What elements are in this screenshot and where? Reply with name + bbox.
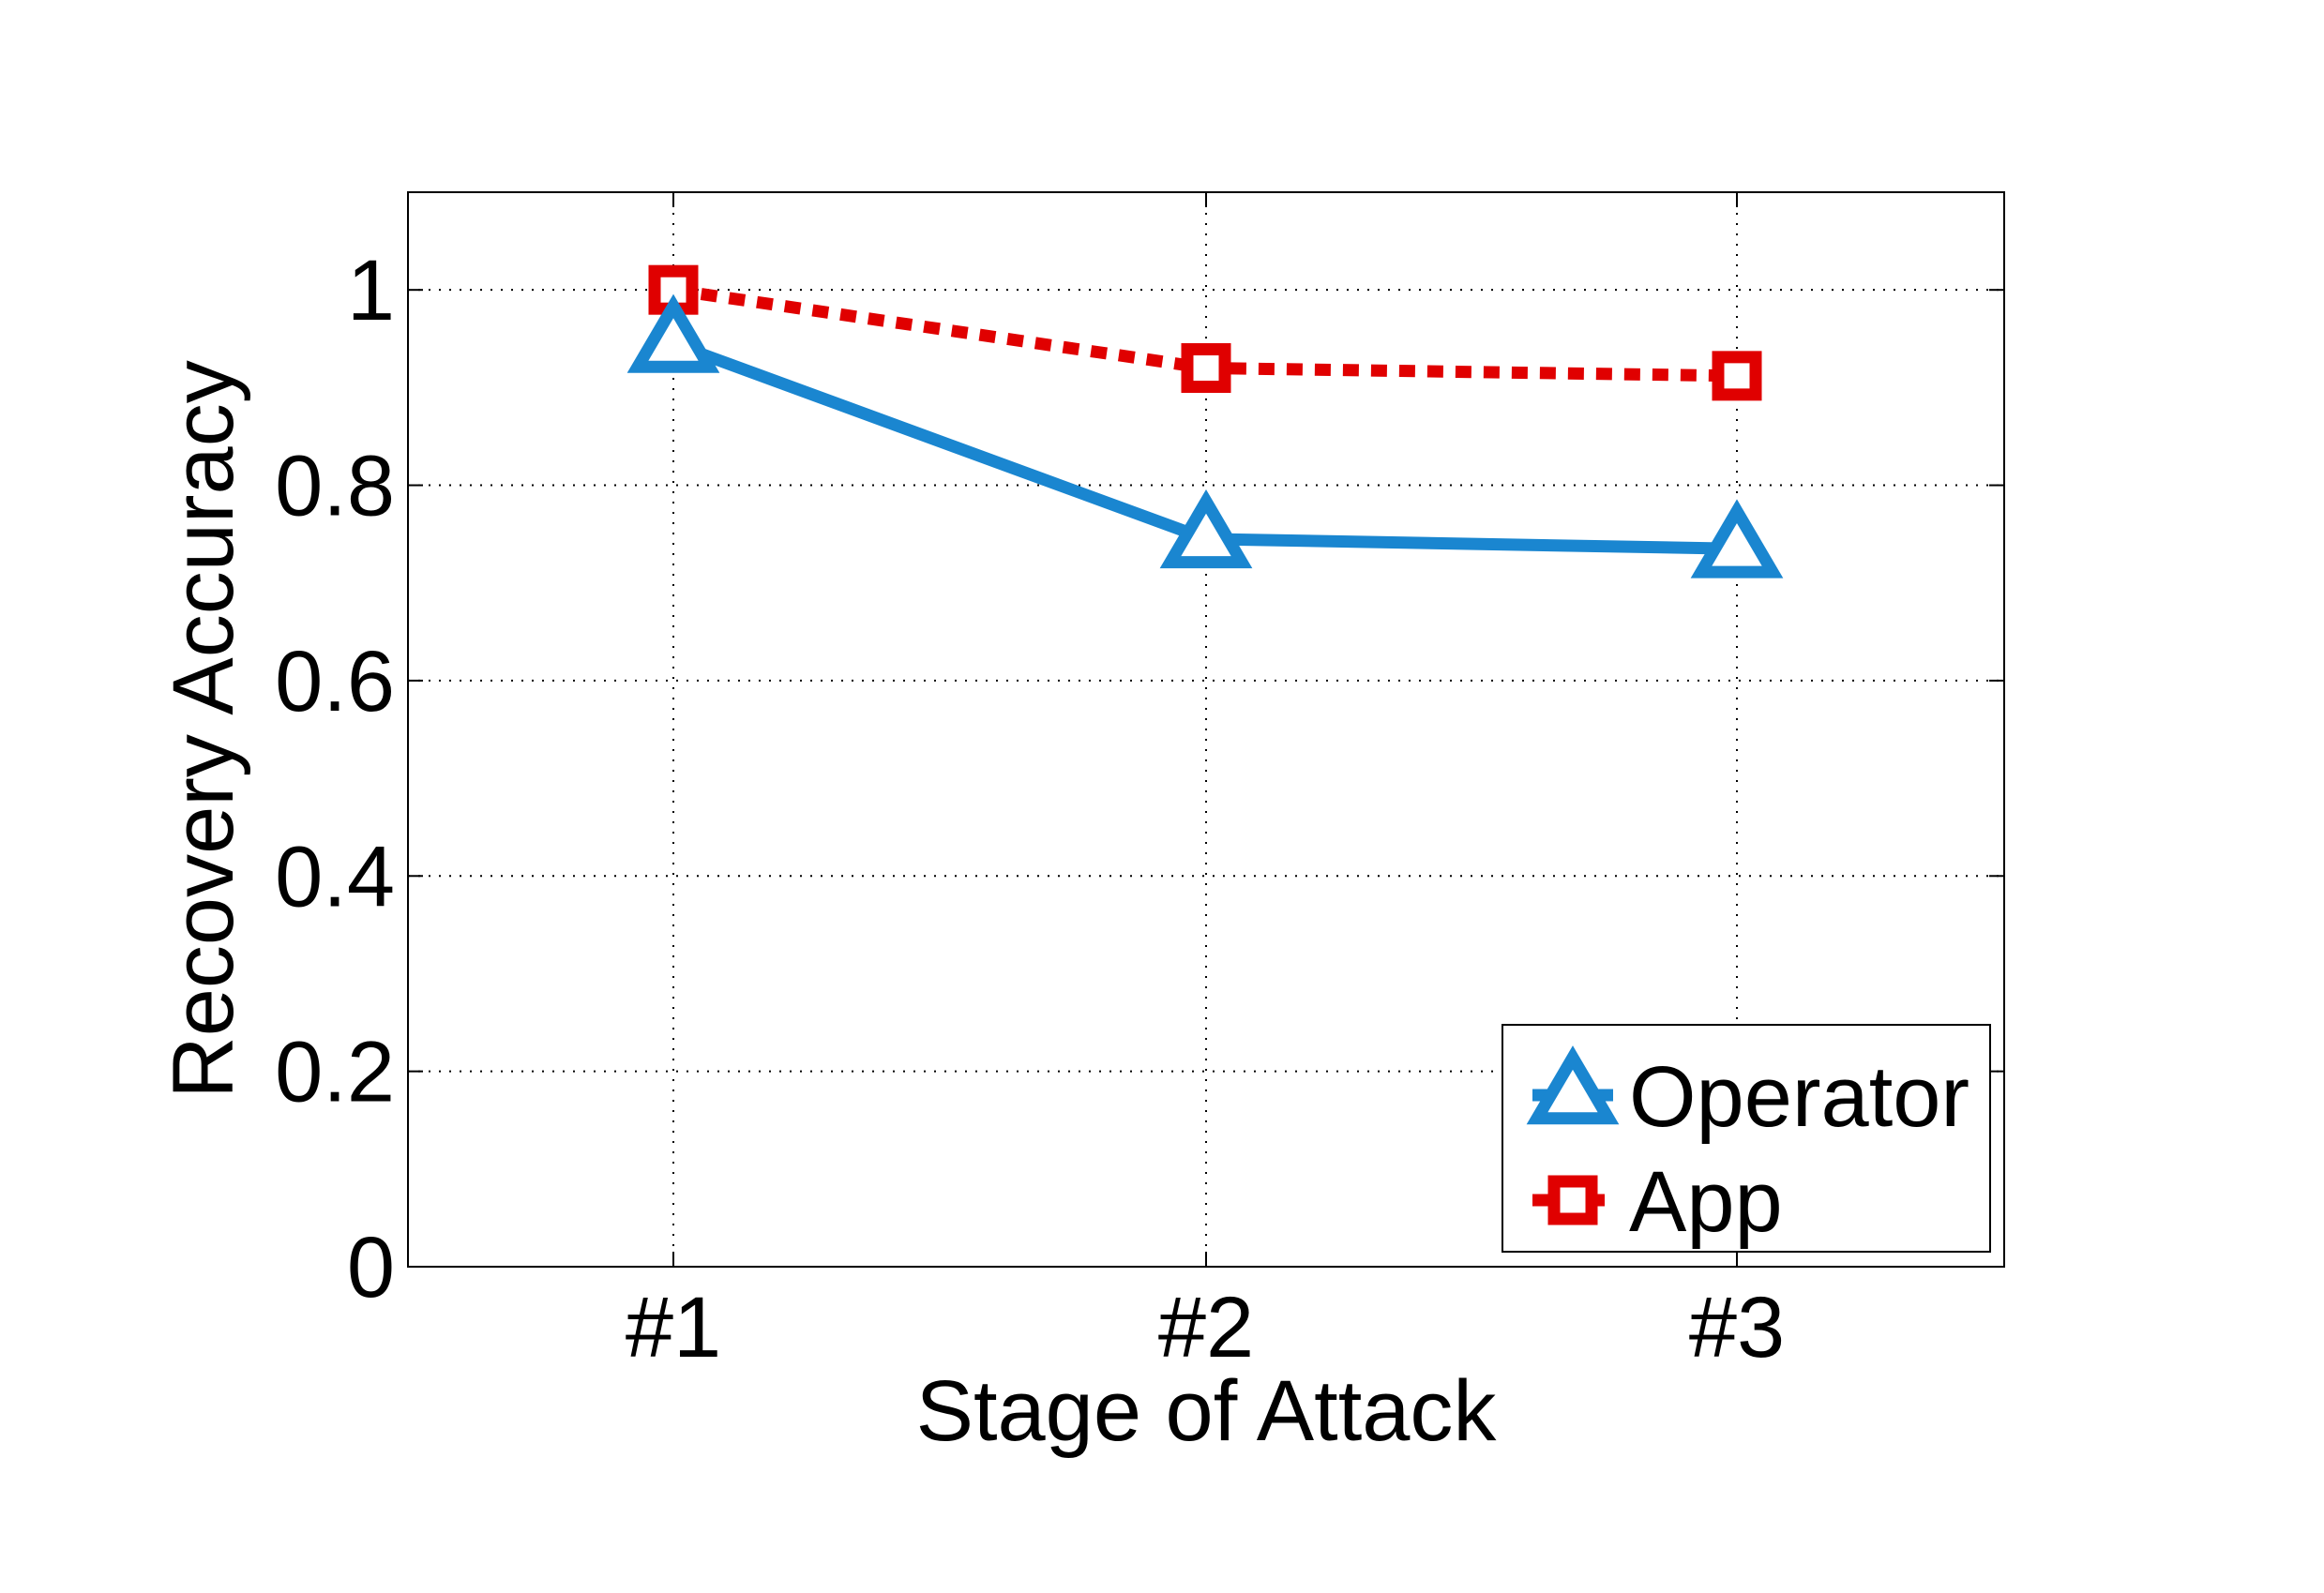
data-point-app-square-marker [1181, 343, 1231, 394]
x-tick-label: #1 [626, 1280, 721, 1375]
y-tick-label: 0.8 [275, 439, 395, 534]
plot-area-frame [407, 191, 2005, 1268]
legend-label: App [1629, 1154, 1783, 1250]
legend-square-marker [1547, 1175, 1598, 1225]
data-point-operator-triangle-marker [626, 293, 720, 373]
y-axis-tick-labels: 0 0.2 0.4 0.6 0.8 1 [275, 243, 395, 1315]
y-tick-label: 1 [347, 243, 395, 338]
y-tick-label: 0.2 [275, 1025, 395, 1120]
grid-lines [408, 192, 2004, 1267]
data-point-operator-triangle-marker [1690, 499, 1784, 579]
y-axis-title: Recovery Accuracy [156, 360, 251, 1098]
axis-ticks [408, 192, 2004, 1268]
y-tick-label: 0.4 [275, 829, 395, 924]
y-tick-label: 0 [347, 1220, 395, 1315]
legend-triangle-marker [1526, 1045, 1620, 1125]
y-tick-label: 0.6 [275, 634, 395, 729]
x-axis-tick-labels: #1 #2 #3 [626, 1280, 1785, 1375]
x-tick-label: #3 [1689, 1280, 1785, 1375]
x-tick-label: #2 [1158, 1280, 1254, 1375]
legend-label: Operator [1629, 1049, 1969, 1145]
data-point-app-square-marker [1712, 351, 1762, 401]
data-point-operator-triangle-marker [1159, 488, 1253, 569]
x-axis-title: Stage of Attack [916, 1363, 1498, 1459]
data-series [626, 264, 1784, 579]
